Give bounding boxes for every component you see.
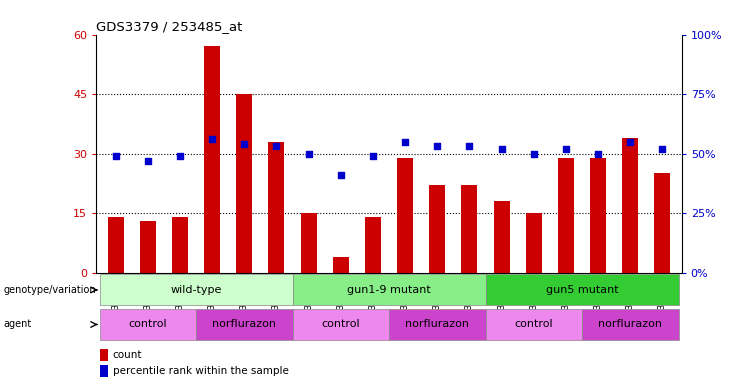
Bar — [622, 138, 638, 273]
Text: gun5 mutant: gun5 mutant — [545, 285, 618, 295]
Text: control: control — [128, 319, 167, 329]
Text: gun1-9 mutant: gun1-9 mutant — [347, 285, 431, 295]
Point — [110, 153, 122, 159]
Text: percentile rank within the sample: percentile rank within the sample — [113, 366, 288, 376]
Bar — [333, 257, 349, 273]
Bar — [99, 349, 107, 361]
Text: norflurazon: norflurazon — [212, 319, 276, 329]
Bar — [485, 275, 679, 306]
Text: norflurazon: norflurazon — [598, 319, 662, 329]
Text: genotype/variation: genotype/variation — [4, 285, 96, 295]
Point — [142, 158, 153, 164]
Point — [464, 143, 476, 149]
Bar — [204, 46, 220, 273]
Bar — [494, 201, 510, 273]
Point — [431, 143, 443, 149]
Bar — [301, 213, 316, 273]
Point — [367, 153, 379, 159]
Bar — [99, 275, 293, 306]
Point — [560, 146, 572, 152]
Point — [657, 146, 668, 152]
Point — [528, 151, 539, 157]
Text: GDS3379 / 253485_at: GDS3379 / 253485_at — [96, 20, 243, 33]
Point — [399, 139, 411, 145]
Text: agent: agent — [4, 319, 32, 329]
Text: wild-type: wild-type — [170, 285, 222, 295]
Text: norflurazon: norflurazon — [405, 319, 469, 329]
Bar — [429, 185, 445, 273]
Bar — [485, 309, 582, 340]
Bar — [590, 157, 606, 273]
Point — [335, 172, 347, 178]
Point — [239, 141, 250, 147]
Bar — [389, 309, 485, 340]
Bar — [196, 309, 293, 340]
Bar — [558, 157, 574, 273]
Point — [592, 151, 604, 157]
Bar — [397, 157, 413, 273]
Point — [206, 136, 218, 142]
Bar — [365, 217, 381, 273]
Bar — [654, 174, 671, 273]
Bar — [236, 94, 253, 273]
Bar — [99, 365, 107, 377]
Bar — [525, 213, 542, 273]
Bar — [462, 185, 477, 273]
Bar — [107, 217, 124, 273]
Point — [625, 139, 637, 145]
Bar — [582, 309, 679, 340]
Bar — [293, 309, 389, 340]
Point — [302, 151, 314, 157]
Text: control: control — [514, 319, 553, 329]
Bar — [140, 221, 156, 273]
Point — [174, 153, 186, 159]
Bar — [172, 217, 188, 273]
Bar — [293, 275, 485, 306]
Bar — [99, 309, 196, 340]
Point — [496, 146, 508, 152]
Bar — [268, 142, 285, 273]
Point — [270, 143, 282, 149]
Text: count: count — [113, 350, 142, 360]
Text: control: control — [322, 319, 360, 329]
